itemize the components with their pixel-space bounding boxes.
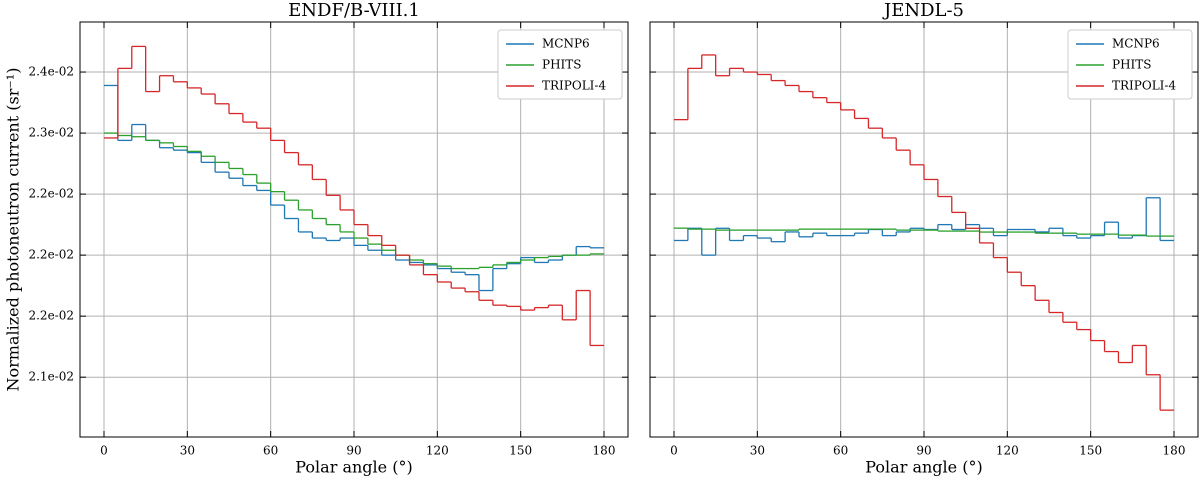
- y-tick-label: 2.1e-02: [28, 370, 74, 384]
- x-tick-label: 90: [346, 444, 361, 458]
- legend-box: [1067, 29, 1193, 100]
- y-tick-label: 2.2e-02: [28, 187, 74, 201]
- y-axis-label: Normalized photoneutron current (sr⁻¹): [4, 68, 23, 392]
- legend-label: TRIPOLI-4: [542, 79, 606, 93]
- series-line: [674, 54, 1174, 411]
- y-tick-label: 2.2e-02: [28, 248, 74, 262]
- x-tick-label: 60: [263, 444, 278, 458]
- x-tick-label: 150: [1079, 444, 1102, 458]
- legend-box: [497, 29, 623, 100]
- y-tick-label: 2.4e-02: [28, 65, 74, 79]
- x-tick-label: 30: [180, 444, 195, 458]
- chart-title: ENDF/B-VIII.1: [288, 0, 420, 21]
- legend-label: PHITS: [1112, 58, 1152, 72]
- x-tick-label: 150: [509, 444, 532, 458]
- x-tick-label: 0: [100, 444, 108, 458]
- series-line: [674, 227, 1174, 237]
- x-tick-label: 120: [426, 444, 449, 458]
- chart-title: JENDL-5: [882, 0, 964, 21]
- x-tick-label: 0: [670, 444, 678, 458]
- series-line: [104, 45, 604, 347]
- legend-label: PHITS: [542, 58, 582, 72]
- x-tick-label: 180: [593, 444, 616, 458]
- series-line: [104, 132, 604, 270]
- x-tick-label: 30: [750, 444, 765, 458]
- x-axis-label: Polar angle (°): [865, 458, 982, 477]
- x-tick-label: 60: [833, 444, 848, 458]
- legend-label: TRIPOLI-4: [1112, 79, 1176, 93]
- legend-label: MCNP6: [542, 37, 590, 51]
- series-line: [104, 84, 604, 292]
- x-tick-label: 180: [1163, 444, 1186, 458]
- y-tick-label: 2.3e-02: [28, 126, 74, 140]
- y-tick-label: 2.2e-02: [28, 309, 74, 323]
- x-tick-label: 90: [916, 444, 931, 458]
- x-axis-label: Polar angle (°): [295, 458, 412, 477]
- legend-label: MCNP6: [1112, 37, 1160, 51]
- x-tick-label: 120: [996, 444, 1019, 458]
